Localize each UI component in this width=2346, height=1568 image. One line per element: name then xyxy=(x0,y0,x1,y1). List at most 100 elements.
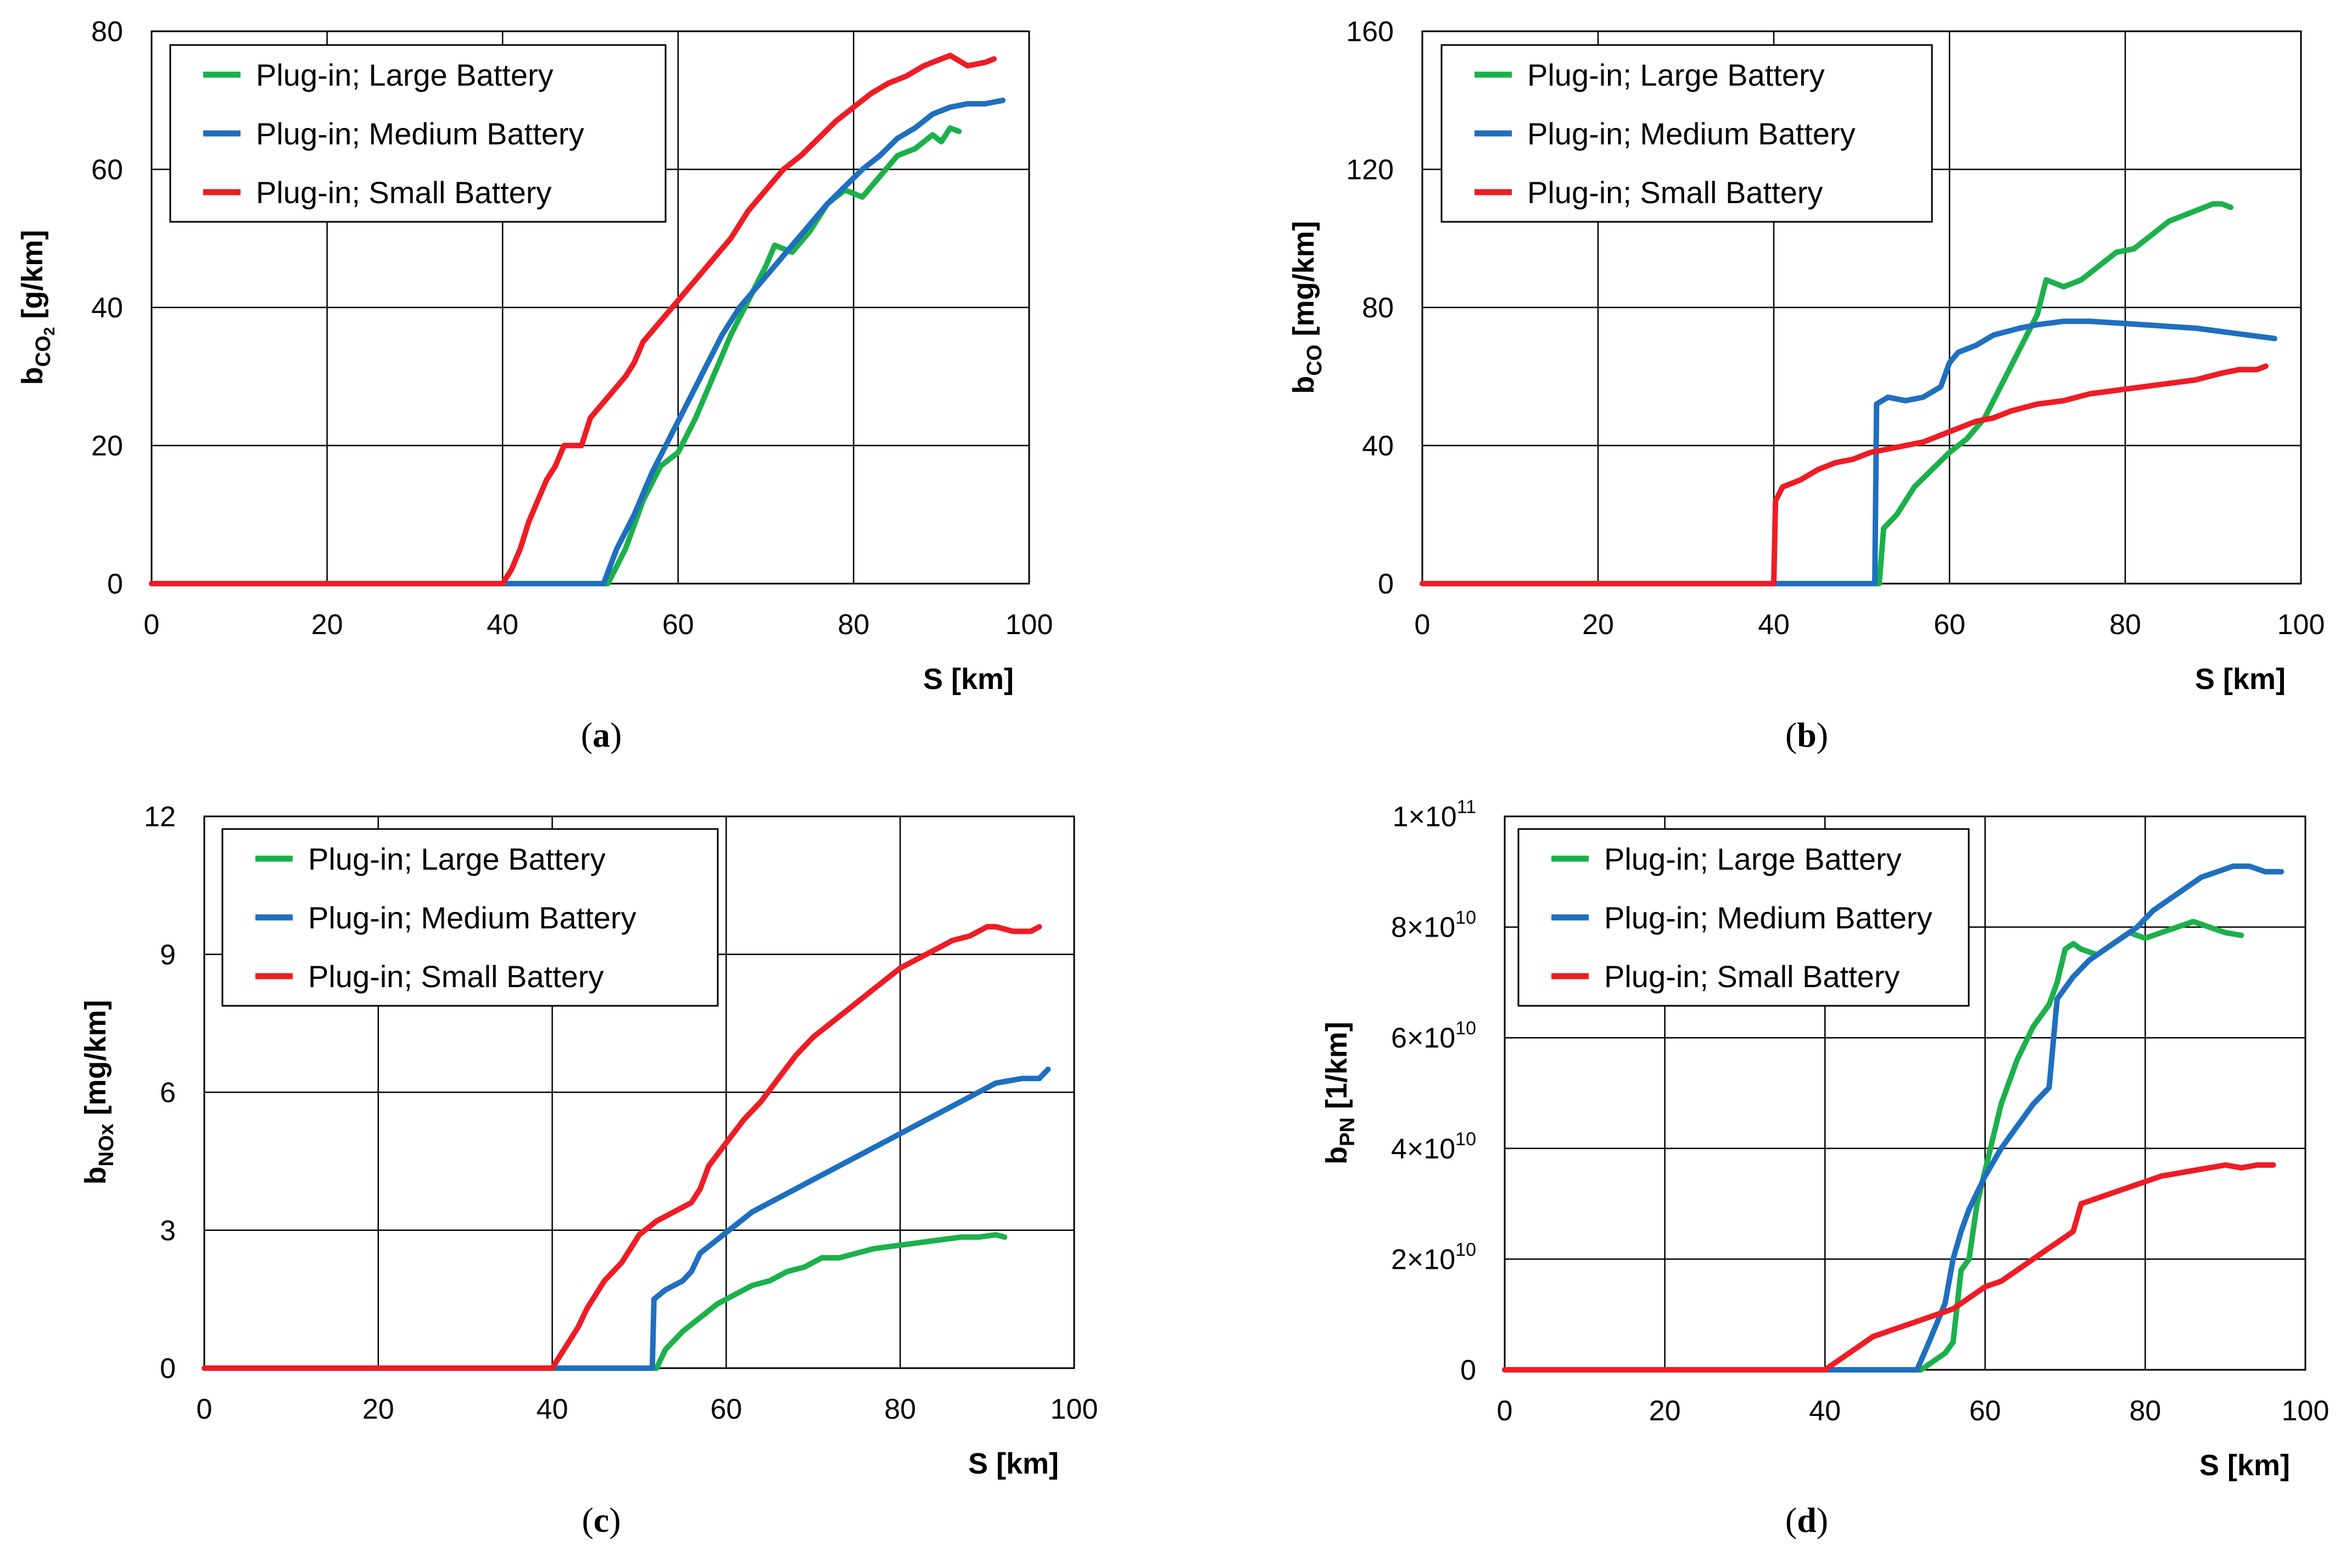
chart-1-caption-letter: a xyxy=(593,715,610,754)
chart-2-x-axis-title: S [km] xyxy=(2195,663,2286,696)
chart-1-ytick-label: 40 xyxy=(91,292,123,324)
chart-1-legend-label-2: Plug-in; Medium Battery xyxy=(256,116,584,151)
chart-2-ytick-base: 0 xyxy=(1378,568,1394,600)
chart-4-ytick-label: 8×1010 xyxy=(1391,908,1476,944)
chart-4-y-axis-title-unit: [1/km] xyxy=(1320,1022,1353,1117)
chart-1-series-2-line xyxy=(149,97,1006,586)
chart-3-ytick-label: 6 xyxy=(160,1077,176,1109)
chart-1-caption-close: ) xyxy=(610,715,622,754)
chart-2-ytick-base: 40 xyxy=(1362,430,1394,462)
chart-1-xtick-label: 80 xyxy=(837,609,869,641)
chart-3-x-axis-title: S [km] xyxy=(968,1447,1059,1480)
chart-2-legend: Plug-in; Large Battery Plug-in; Medium Ba… xyxy=(1440,44,1933,223)
chart-2-ytick-base: 80 xyxy=(1362,292,1394,324)
chart-1-ytick-base: 40 xyxy=(91,292,123,324)
chart-1: 0 20 40 60 80 100 0 20 40 60 80 S [km] bCO2 [g/km] Pl… xyxy=(16,16,1053,754)
chart-2-legend-label-2: Plug-in; Medium Battery xyxy=(1527,116,1856,151)
chart-2-caption: (b) xyxy=(1785,715,1828,754)
chart-1-xtick-label: 60 xyxy=(662,609,694,641)
chart-4-y-axis-title-sub: PN xyxy=(1336,1117,1359,1146)
chart-2-y-axis-title: bCO [mg/km] xyxy=(1287,221,1326,394)
chart-1-xtick-label: 20 xyxy=(311,609,343,641)
chart-3-series-2-line xyxy=(202,1066,1051,1371)
chart-3-xtick-label: 40 xyxy=(537,1393,568,1425)
chart-3-xtick-label: 80 xyxy=(884,1393,916,1425)
chart-2-legend-label-1: Plug-in; Large Battery xyxy=(1527,58,1825,92)
chart-1-series-1-line xyxy=(149,125,962,586)
chart-3-y-axis-title-sub: NOx xyxy=(95,1123,118,1166)
chart-1-ytick-base: 0 xyxy=(107,568,123,600)
chart-2-xtick-label: 100 xyxy=(2277,609,2325,641)
chart-4-legend-label-2: Plug-in; Medium Battery xyxy=(1604,900,1932,935)
chart-3-series-1-line xyxy=(202,1232,1008,1371)
chart-2-ytick-label: 40 xyxy=(1362,430,1394,462)
chart-4-ytick-exp: 10 xyxy=(1455,908,1476,928)
chart-4-caption-close: ) xyxy=(1817,1500,1828,1539)
chart-4-ytick-exp: 10 xyxy=(1455,1239,1476,1260)
chart-4-ytick-exp: 10 xyxy=(1455,1129,1476,1150)
chart-2-caption-open: ( xyxy=(1785,715,1797,754)
chart-1-y-axis-title-sub: CO xyxy=(32,335,55,367)
chart-2-y-axis-title-sub: CO xyxy=(1303,345,1326,376)
chart-4-ytick-base: 1×10 xyxy=(1393,801,1457,833)
chart-4-ytick-base: 2×10 xyxy=(1391,1244,1455,1275)
chart-4-ytick-label: 1×1011 xyxy=(1393,797,1476,833)
chart-4-ytick-label: 2×1010 xyxy=(1391,1239,1476,1275)
chart-3-y-axis-title: bNOx [mg/km] xyxy=(79,1000,118,1184)
chart-3-caption-letter: c xyxy=(594,1500,609,1539)
chart-4-ytick-label: 4×1010 xyxy=(1391,1129,1476,1165)
chart-2-caption-close: ) xyxy=(1817,715,1828,754)
chart-2-ytick-label: 0 xyxy=(1378,568,1394,600)
chart-4-series-2-line xyxy=(1502,863,2284,1373)
chart-3: 0 20 40 60 80 100 0 3 6 9 12 S [km] bNOx [mg/km] Plug… xyxy=(79,801,1098,1539)
chart-2-y-axis-title-main: b xyxy=(1287,376,1320,394)
chart-3-ytick-label: 9 xyxy=(160,939,176,971)
chart-3-ytick-label: 3 xyxy=(160,1215,176,1247)
chart-3-ytick-base: 12 xyxy=(144,801,176,833)
chart-3-legend-label-2: Plug-in; Medium Battery xyxy=(308,900,636,935)
chart-4-y-axis-title: bPN [1/km] xyxy=(1320,1022,1359,1164)
chart-1-ytick-label: 0 xyxy=(107,568,123,600)
chart-3-legend-box xyxy=(221,828,719,1007)
chart-1-y-axis-title-main: b xyxy=(16,367,49,385)
chart-1-ytick-base: 20 xyxy=(91,430,123,462)
chart-2-xtick-label: 40 xyxy=(1758,609,1790,641)
chart-2-caption-letter: b xyxy=(1797,715,1817,754)
chart-4-legend-box xyxy=(1517,828,1970,1007)
chart-4-xtick-label: 60 xyxy=(1969,1395,2001,1427)
chart-2-legend-label-3: Plug-in; Small Battery xyxy=(1527,175,1823,210)
chart-4-series-3-line xyxy=(1502,1162,2276,1373)
chart-2-legend-box xyxy=(1440,44,1933,223)
chart-4-ytick-label: 0 xyxy=(1460,1354,1476,1386)
chart-4-ytick-label: 6×1010 xyxy=(1391,1018,1476,1054)
chart-3-ytick-base: 3 xyxy=(160,1215,176,1247)
chart-1-ytick-base: 60 xyxy=(91,154,123,186)
chart-4-xtick-label: 0 xyxy=(1497,1395,1513,1427)
chart-4-legend-label-1: Plug-in; Large Battery xyxy=(1604,842,1902,876)
chart-3-y-axis-title-main: b xyxy=(79,1167,112,1185)
chart-2-y-axis-title-unit: [mg/km] xyxy=(1287,221,1320,344)
chart-4-legend: Plug-in; Large Battery Plug-in; Medium Ba… xyxy=(1517,828,1970,1007)
chart-3-legend-label-1: Plug-in; Large Battery xyxy=(308,842,606,876)
chart-1-ytick-label: 60 xyxy=(91,154,123,186)
chart-2-series-2-line xyxy=(1420,318,2277,586)
chart-1-xtick-label: 0 xyxy=(144,609,160,641)
chart-1-y-axis-title: bCO2 [g/km] xyxy=(16,230,58,385)
chart-1-legend-box xyxy=(169,44,667,223)
chart-4-xtick-label: 100 xyxy=(2282,1395,2330,1427)
chart-3-ytick-label: 0 xyxy=(160,1353,176,1385)
chart-3-y-axis-title-unit: [mg/km] xyxy=(79,1000,112,1123)
chart-3-caption-open: ( xyxy=(582,1500,593,1539)
chart-4-ytick-base: 6×10 xyxy=(1391,1022,1455,1054)
chart-4-xtick-label: 80 xyxy=(2129,1395,2161,1427)
chart-4: 0 20 40 60 80 10002×10104×10106×10108×10101×1… xyxy=(1320,797,2329,1539)
chart-2-ytick-base: 160 xyxy=(1346,16,1394,48)
chart-2-xtick-label: 80 xyxy=(2109,609,2141,641)
chart-3-caption-close: ) xyxy=(609,1500,621,1539)
chart-1-legend: Plug-in; Large Battery Plug-in; Medium Ba… xyxy=(169,44,667,223)
chart-2-xtick-label: 0 xyxy=(1415,609,1431,641)
chart-4-ytick-base: 4×10 xyxy=(1391,1133,1455,1165)
chart-1-xtick-label: 100 xyxy=(1006,609,1053,641)
chart-1-caption: (a) xyxy=(581,715,622,754)
